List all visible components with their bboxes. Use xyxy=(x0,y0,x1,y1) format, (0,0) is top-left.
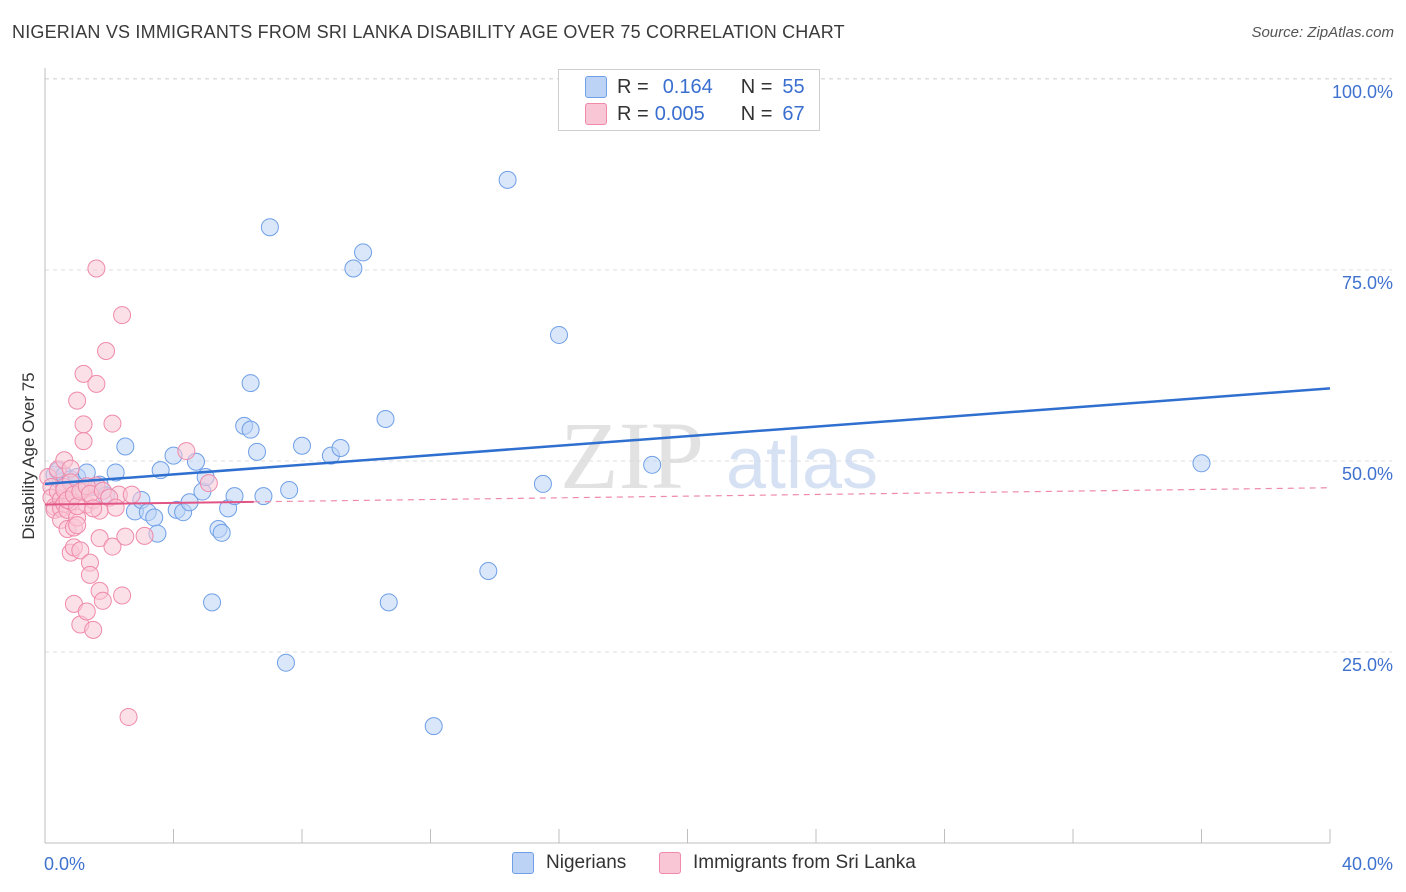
sri-lanka-point xyxy=(113,306,132,325)
sri-lanka-point xyxy=(74,364,93,383)
sri-lanka-point xyxy=(199,474,218,493)
nigerian-point xyxy=(498,170,517,189)
sri-lanka-point xyxy=(84,499,103,518)
watermark: ZIP atlas xyxy=(560,402,878,509)
legend-row-nigerians: R = 0.164 N = 55 xyxy=(585,75,805,99)
nigerian-point xyxy=(254,487,273,506)
nigerian-point xyxy=(225,487,244,506)
y-tick-label: 25.0% xyxy=(1342,655,1393,675)
nigerian-point xyxy=(212,523,231,542)
nigerian-point xyxy=(479,562,498,581)
legend-row-sri-lanka: R = 0.005 N = 67 xyxy=(585,102,805,126)
watermark-zip: ZIP xyxy=(560,402,704,509)
sri-lanka-trend-line-dashed xyxy=(253,487,1331,503)
nigerian-point xyxy=(550,325,568,344)
sri-lanka-trend-line-solid xyxy=(44,500,254,506)
nigerian-point xyxy=(241,374,260,393)
nigerian-point xyxy=(376,409,395,428)
legend-r-value: 0.164 xyxy=(662,75,713,98)
legend-swatch-pink xyxy=(585,103,607,125)
sri-lanka-point xyxy=(87,374,106,393)
sri-lanka-point xyxy=(87,259,106,278)
legend-n-label: N = xyxy=(740,75,773,98)
legend-r-label: R = xyxy=(617,102,649,125)
nigerian-point xyxy=(344,259,363,278)
sri-lanka-point xyxy=(74,432,93,451)
nigerian-point xyxy=(116,437,135,456)
sri-lanka-point xyxy=(80,565,99,584)
sri-lanka-point xyxy=(74,415,93,434)
bottom-legend-sri-lanka: Immigrants from Sri Lanka xyxy=(659,852,916,874)
legend-r-label: R = xyxy=(617,75,649,98)
sri-lanka-point xyxy=(68,516,87,535)
nigerian-point xyxy=(293,436,311,455)
nigerian-point xyxy=(203,593,222,612)
sri-lanka-point xyxy=(68,391,87,410)
sri-lanka-point xyxy=(103,537,122,556)
legend-box: R = 0.164 N = 55 R = 0.005 N = 67 xyxy=(558,69,820,131)
nigerian-point xyxy=(106,463,125,482)
sri-lanka-point xyxy=(119,707,138,726)
bottom-legend-label: Nigerians xyxy=(546,852,627,873)
sri-lanka-point xyxy=(106,498,125,517)
bottom-legend-label: Immigrants from Sri Lanka xyxy=(693,852,916,873)
sri-lanka-point xyxy=(122,485,141,504)
bottom-legend-swatch-pink xyxy=(659,852,681,874)
sri-lanka-point xyxy=(93,591,112,610)
grid-layer xyxy=(45,78,1392,653)
legend-n-label: N = xyxy=(740,102,773,125)
nigerian-point xyxy=(145,508,164,527)
x-tick-label: 0.0% xyxy=(44,854,85,874)
axis-layer: 25.0% 50.0% 75.0% 100.0% 0.0% 40.0% xyxy=(44,68,1393,874)
bottom-legend-nigerians: Nigerians xyxy=(512,852,626,874)
nigerian-point xyxy=(1192,454,1211,473)
legend-r-value: 0.005 xyxy=(654,102,705,125)
sri-lanka-point xyxy=(116,527,135,546)
legend-n-value: 67 xyxy=(782,102,805,125)
y-axis-label: Disability Age Over 75 xyxy=(19,372,38,539)
nigerian-point xyxy=(241,420,260,439)
y-tick-label: 100.0% xyxy=(1332,82,1393,102)
points-layer xyxy=(39,170,1211,736)
sri-lanka-point xyxy=(113,586,132,605)
legend-swatch-blue xyxy=(585,76,607,98)
sri-lanka-point xyxy=(97,341,116,360)
chart-title: NIGERIAN VS IMMIGRANTS FROM SRI LANKA DI… xyxy=(12,22,845,42)
sri-lanka-point xyxy=(90,529,109,548)
sri-lanka-point xyxy=(103,414,122,433)
legend-n-value: 55 xyxy=(782,75,805,98)
source-label: Source: ZipAtlas.com xyxy=(1251,24,1394,41)
sri-lanka-point xyxy=(177,442,196,461)
sri-lanka-point xyxy=(77,602,96,621)
nigerian-point xyxy=(533,474,552,493)
sri-lanka-point xyxy=(71,541,90,560)
nigerian-point xyxy=(276,653,295,672)
x-tick-label: 40.0% xyxy=(1342,854,1393,874)
nigerian-point xyxy=(424,717,443,736)
nigerian-point xyxy=(280,481,299,500)
nigerian-trend-line xyxy=(44,387,1331,486)
nigerian-point xyxy=(248,442,267,461)
watermark-atlas: atlas xyxy=(726,424,878,504)
nigerian-point xyxy=(379,593,398,612)
nigerian-point xyxy=(260,218,279,237)
nigerian-point xyxy=(354,243,373,262)
y-tick-label: 50.0% xyxy=(1342,464,1393,484)
nigerian-point xyxy=(643,455,662,474)
y-tick-label: 75.0% xyxy=(1342,273,1393,293)
nigerian-point xyxy=(331,439,350,458)
sri-lanka-point xyxy=(84,620,103,639)
bottom-legend-swatch-blue xyxy=(512,852,534,874)
sri-lanka-point xyxy=(135,526,154,545)
trend-layer xyxy=(44,387,1331,506)
